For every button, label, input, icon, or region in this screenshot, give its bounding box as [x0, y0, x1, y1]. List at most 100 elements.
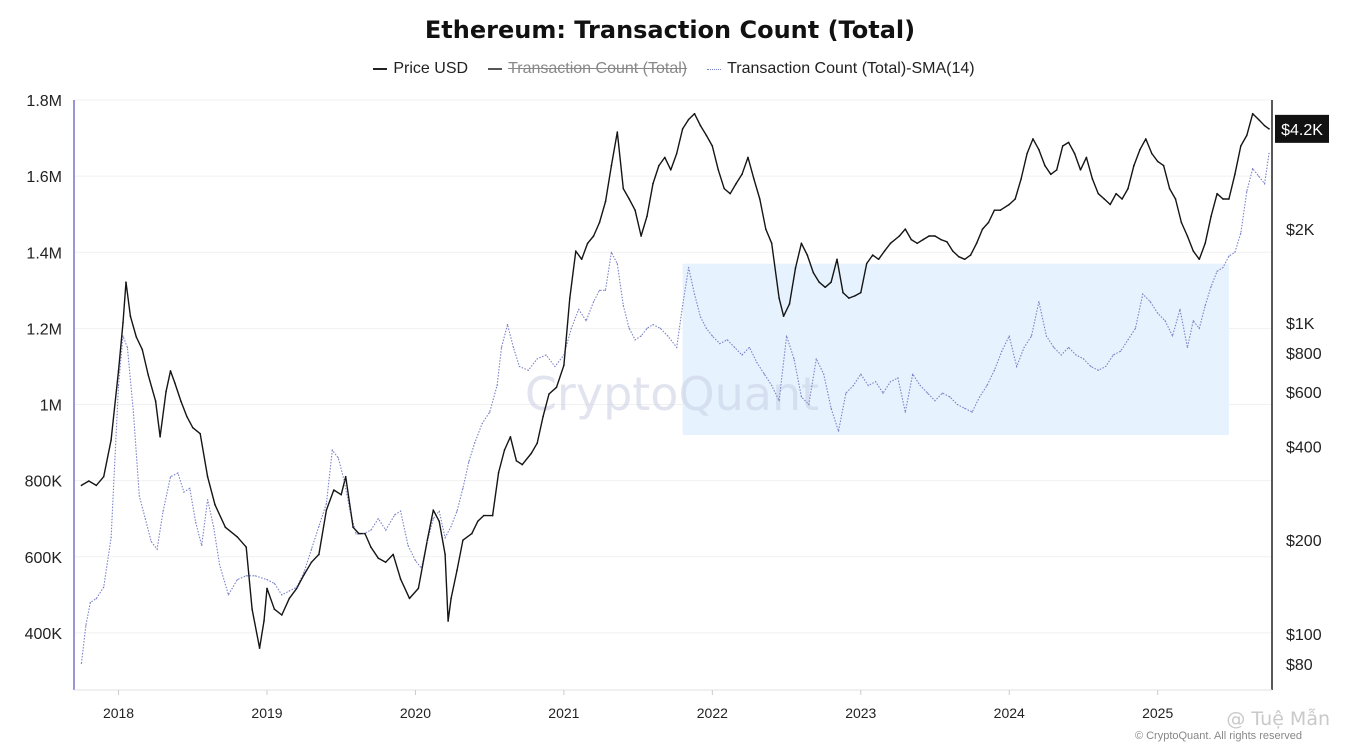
sma-point-166	[1234, 251, 1236, 253]
sma-point-96	[726, 339, 728, 341]
price-point-101	[729, 192, 731, 195]
sma-point-105	[793, 358, 795, 360]
sma-point-99	[748, 346, 751, 349]
price-point-131	[910, 238, 913, 241]
price-point-53	[438, 520, 440, 523]
price-point-79	[598, 221, 601, 224]
sma-point-131	[986, 384, 988, 387]
sma-point-25	[236, 579, 238, 581]
sma-point-16	[177, 472, 179, 474]
sma-point-135	[1016, 365, 1018, 368]
sma-point-156	[1171, 335, 1174, 337]
sma-point-146	[1097, 369, 1099, 371]
price-point-167	[1127, 187, 1129, 190]
sma-point-144	[1082, 358, 1085, 360]
price-point-183	[1222, 198, 1224, 200]
user-tag: @ Tuệ Mẫn	[1226, 708, 1330, 730]
price-point-55	[447, 620, 449, 622]
price-point-146	[999, 209, 1002, 212]
price-point-118	[830, 281, 832, 284]
sma-point-60	[481, 422, 483, 425]
price-point-98	[711, 145, 714, 147]
sma-point-89	[682, 304, 684, 307]
price-point-147	[1008, 203, 1011, 206]
price-point-16	[174, 382, 176, 384]
price-point-52	[432, 509, 435, 511]
sma-point-147	[1105, 365, 1107, 368]
price-point-62	[491, 514, 494, 517]
price-point-161	[1091, 178, 1094, 180]
price-point-21	[206, 475, 209, 478]
price-point-100	[723, 187, 726, 190]
price-point-119	[836, 258, 838, 261]
price-point-155	[1055, 169, 1058, 171]
price-point-116	[818, 281, 821, 284]
sma-point-23	[218, 563, 221, 565]
sma-point-32	[296, 586, 298, 588]
sma-point-104	[785, 335, 788, 337]
sma-point-37	[331, 449, 333, 451]
price-point-82	[616, 131, 619, 133]
sma-point-126	[949, 396, 951, 398]
sma-point-111	[837, 430, 840, 432]
price-points-group	[80, 112, 1270, 649]
y-left-tick-label-1: 600K	[25, 550, 63, 567]
price-point-56	[450, 597, 452, 600]
price-point-14	[165, 390, 167, 393]
legend-item-sma[interactable]: Transaction Count (Total)-SMA(14)	[707, 60, 975, 78]
price-point-174	[1168, 187, 1171, 190]
price-point-121	[848, 297, 850, 299]
price-point-76	[580, 258, 583, 261]
sma-point-70	[554, 365, 556, 368]
current-price-label: $4.2K	[1281, 122, 1323, 139]
sma-point-79	[616, 263, 618, 265]
price-point-44	[370, 546, 372, 548]
sma-point-171	[1263, 183, 1266, 185]
sma-point-151	[1134, 327, 1137, 329]
sma-point-152	[1142, 293, 1144, 295]
price-point-115	[812, 271, 815, 274]
price-point-10	[141, 348, 144, 351]
price-point-188	[1251, 112, 1254, 115]
sma-point-129	[971, 411, 973, 413]
price-point-176	[1180, 221, 1183, 224]
price-point-68	[530, 452, 533, 455]
sma-point-66	[518, 365, 520, 368]
price-point-78	[592, 235, 595, 237]
sma-point-109	[823, 373, 825, 375]
price-point-48	[399, 578, 402, 580]
legend-item-transaction-count[interactable]: Transaction Count (Total)	[488, 60, 687, 78]
legend-item-price[interactable]: Price USD	[373, 60, 468, 78]
price-point-178	[1192, 250, 1195, 252]
sma-points-group	[80, 152, 1270, 664]
sma-point-54	[444, 537, 446, 539]
sma-point-137	[1030, 335, 1033, 337]
price-point-45	[377, 557, 380, 560]
price-point-8	[129, 315, 132, 317]
price-point-114	[806, 254, 809, 256]
sma-point-43	[370, 529, 372, 531]
price-point-15	[169, 370, 172, 372]
sma-point-34	[310, 548, 313, 550]
sma-point-72	[570, 327, 572, 329]
sma-point-98	[741, 354, 743, 356]
sma-point-13	[156, 548, 158, 550]
sma-point-53	[438, 510, 440, 512]
sma-point-100	[756, 362, 758, 364]
sma-point-125	[941, 392, 944, 394]
price-point-169	[1139, 148, 1141, 151]
price-point-34	[303, 573, 305, 576]
price-point-104	[747, 156, 749, 159]
price-point-96	[699, 124, 702, 127]
sma-point-101	[763, 373, 765, 375]
sma-point-141	[1060, 354, 1062, 356]
sma-point-8	[126, 346, 129, 349]
price-point-105	[753, 178, 755, 180]
price-point-42	[358, 532, 360, 535]
sma-point-14	[162, 510, 164, 512]
sma-point-44	[377, 518, 379, 520]
sma-point-7	[122, 335, 124, 337]
sma-point-69	[545, 354, 547, 356]
sma-point-56	[456, 510, 458, 512]
